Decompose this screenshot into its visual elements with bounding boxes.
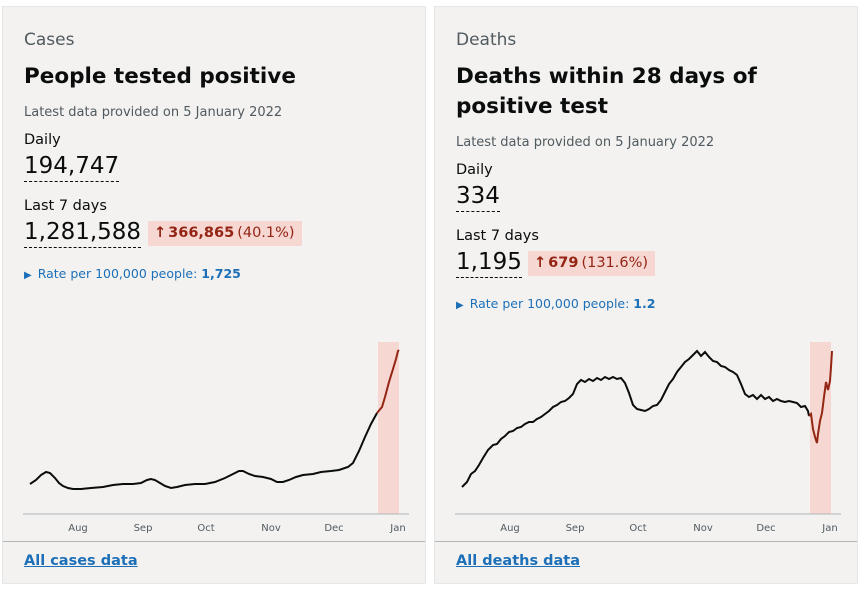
- cases-chart: Aug Sep Oct Nov Dec Jan: [3, 337, 427, 537]
- cases-line: [29, 412, 378, 490]
- cases-tick-dec: Dec: [324, 523, 343, 534]
- deaths-rate-label: Rate per 100,000 people:: [469, 296, 634, 311]
- cases-updated: Latest data provided on 5 January 2022: [24, 105, 283, 120]
- cases-recent-period-band: [378, 342, 399, 514]
- deaths-title: Deaths within 28 days of positive test: [456, 64, 757, 119]
- cases-tick-nov: Nov: [261, 523, 281, 534]
- cases-daily-value[interactable]: 194,747: [24, 152, 120, 182]
- all-cases-data-link[interactable]: All cases data: [24, 553, 138, 569]
- arrow-up-icon: ↑: [534, 255, 547, 271]
- cases-week-label: Last 7 days: [24, 198, 107, 214]
- cases-title: People tested positive: [24, 64, 296, 89]
- cases-tick-aug: Aug: [68, 523, 88, 534]
- cases-tick-jan: Jan: [389, 523, 405, 534]
- arrow-up-icon: ↑: [154, 225, 167, 241]
- deaths-line: [461, 349, 810, 488]
- deaths-rate-toggle[interactable]: ▶ Rate per 100,000 people: 1.2: [456, 296, 655, 311]
- cases-divider: [3, 541, 425, 542]
- cases-rate-toggle[interactable]: ▶ Rate per 100,000 people: 1,725: [24, 266, 241, 281]
- triangle-right-icon: ▶: [456, 300, 464, 311]
- cases-change-percent: (40.1%): [237, 225, 295, 241]
- deaths-divider: [435, 541, 857, 542]
- deaths-daily-value[interactable]: 334: [456, 182, 500, 212]
- deaths-rate-value: 1.2: [633, 296, 656, 311]
- cases-tick-sep: Sep: [134, 523, 153, 534]
- cases-change-badge: ↑ 366,865 (40.1%): [148, 221, 302, 246]
- deaths-line-recent: [808, 350, 833, 444]
- cases-week-value[interactable]: 1,281,588: [24, 218, 142, 248]
- deaths-updated: Latest data provided on 5 January 2022: [456, 135, 715, 150]
- deaths-caption: Deaths: [456, 30, 517, 50]
- deaths-chart: Aug Sep Oct Nov Dec Jan: [435, 337, 859, 537]
- all-deaths-data-link[interactable]: All deaths data: [456, 553, 581, 569]
- cases-daily-label: Daily: [24, 132, 61, 148]
- triangle-right-icon: ▶: [24, 270, 32, 281]
- cases-tick-oct: Oct: [197, 523, 214, 534]
- deaths-change-percent: (131.6%): [581, 255, 649, 271]
- cases-line-recent: [376, 349, 400, 414]
- deaths-change-badge: ↑ 679 (131.6%): [528, 251, 656, 276]
- cases-caption: Cases: [24, 30, 75, 50]
- deaths-tick-jan: Jan: [821, 523, 837, 534]
- cases-rate-value: 1,725: [201, 266, 241, 281]
- cases-rate-label: Rate per 100,000 people:: [37, 266, 202, 281]
- deaths-tick-nov: Nov: [693, 523, 713, 534]
- deaths-week-value[interactable]: 1,195: [456, 248, 522, 278]
- cases-change-value: 366,865: [168, 225, 235, 241]
- deaths-tick-dec: Dec: [756, 523, 775, 534]
- cases-card: Cases People tested positive Latest data…: [2, 6, 426, 584]
- deaths-tick-aug: Aug: [500, 523, 520, 534]
- deaths-tick-oct: Oct: [629, 523, 646, 534]
- deaths-change-value: 679: [548, 255, 579, 271]
- deaths-daily-label: Daily: [456, 162, 493, 178]
- deaths-tick-sep: Sep: [566, 523, 585, 534]
- deaths-week-label: Last 7 days: [456, 228, 539, 244]
- deaths-card: Deaths Deaths within 28 days of positive…: [434, 6, 858, 584]
